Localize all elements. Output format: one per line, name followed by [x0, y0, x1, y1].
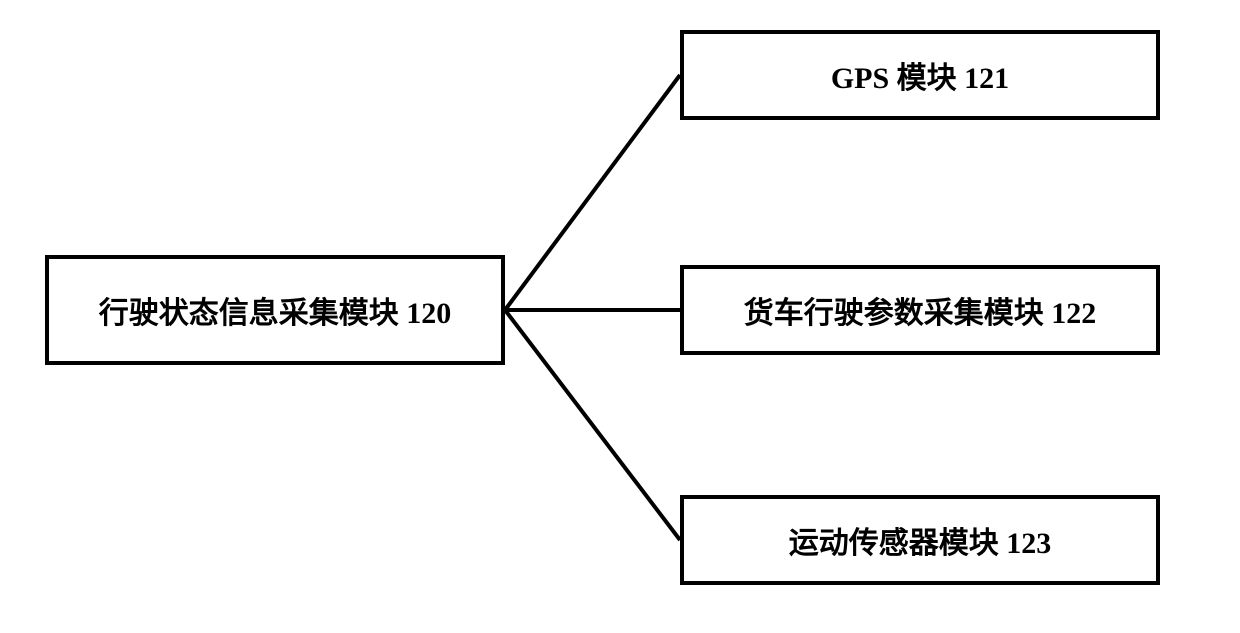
child-node-gps-label: GPS 模块 121	[831, 53, 1009, 97]
root-node: 行驶状态信息采集模块 120	[45, 255, 505, 365]
child-node-gps: GPS 模块 121	[680, 30, 1160, 120]
child-node-motion-sensor-label: 运动传感器模块 123	[789, 518, 1052, 562]
child-node-truck-params-label: 货车行驶参数采集模块 122	[744, 288, 1097, 332]
child-node-truck-params: 货车行驶参数采集模块 122	[680, 265, 1160, 355]
child-node-motion-sensor: 运动传感器模块 123	[680, 495, 1160, 585]
root-node-label: 行驶状态信息采集模块 120	[99, 288, 452, 332]
